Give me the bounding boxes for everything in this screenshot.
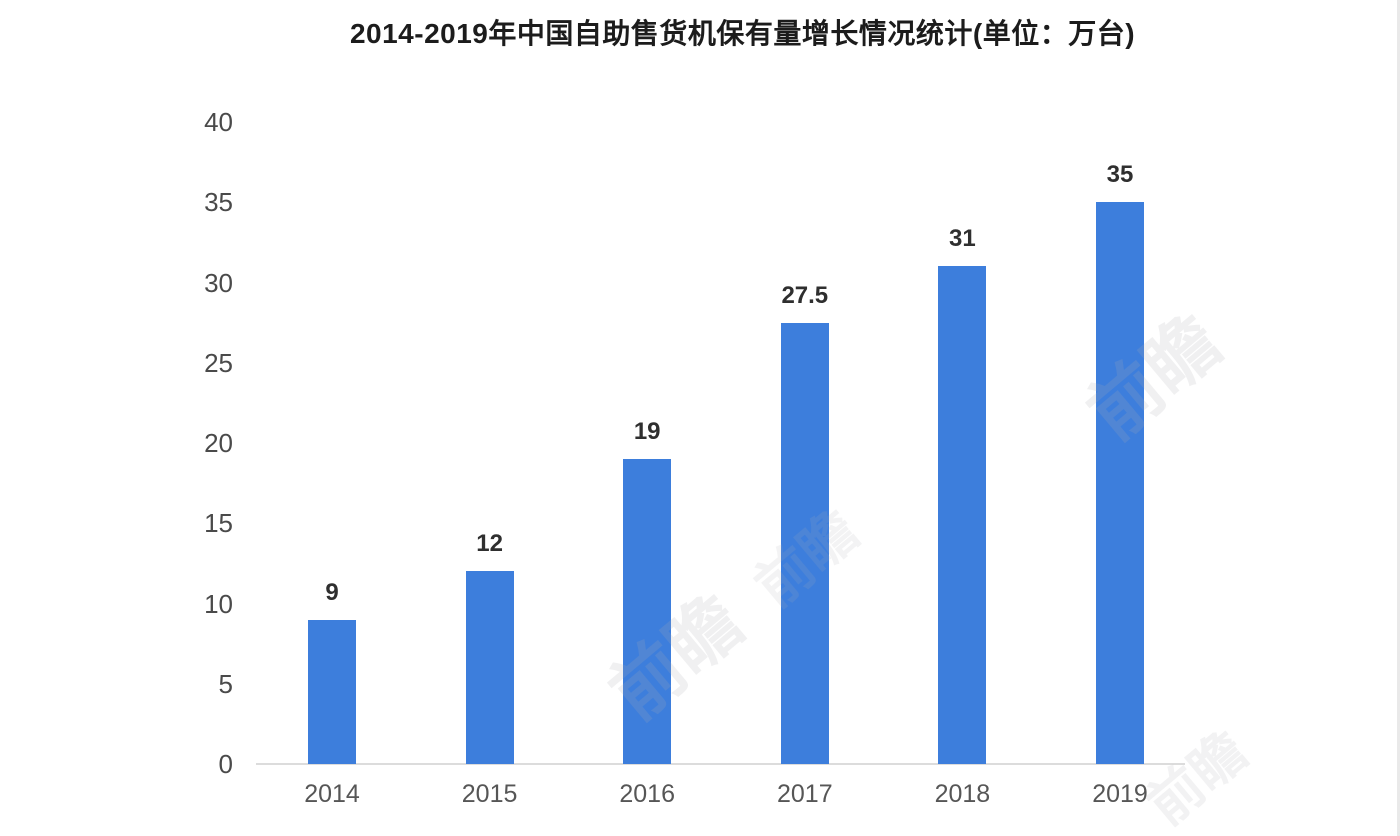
x-tick-label: 2017 — [776, 780, 833, 808]
image-right-border — [1397, 0, 1400, 836]
y-tick-label: 20 — [204, 428, 233, 458]
y-tick-label: 15 — [204, 508, 233, 539]
x-tick-label: 2019 — [1092, 780, 1148, 808]
bar-value-label: 12 — [476, 530, 503, 558]
bar-2015 — [465, 571, 514, 764]
y-tick-label: 35 — [204, 187, 233, 218]
y-tick-label: 10 — [204, 588, 233, 619]
x-axis-line — [256, 763, 1185, 765]
bar-value-label: 27.5 — [781, 281, 829, 309]
bar-value-label: 19 — [633, 418, 661, 446]
x-tick-label: 2014 — [304, 780, 360, 808]
bar-2014 — [308, 619, 356, 764]
bar-2017 — [780, 322, 829, 764]
x-tick-label: 2018 — [934, 780, 991, 808]
y-tick-label: 40 — [204, 107, 233, 137]
x-tick-label: 2015 — [461, 780, 518, 808]
y-tick-label: 0 — [218, 749, 233, 779]
bar-value-label: 9 — [325, 578, 339, 606]
y-tick-label: 5 — [218, 668, 233, 699]
bar-value-label: 35 — [1106, 161, 1134, 189]
y-tick-label: 25 — [204, 347, 233, 378]
chart-title: 2014-2019年中国自助售货机保有量增长情况统计(单位：万台) — [349, 18, 1136, 49]
y-tick-label: 30 — [204, 267, 233, 298]
bar-2019 — [1096, 202, 1144, 764]
bar-2016 — [623, 459, 672, 764]
x-tick-label: 2016 — [619, 780, 675, 808]
bar-value-label: 31 — [949, 225, 976, 253]
bar-2018 — [938, 266, 987, 764]
